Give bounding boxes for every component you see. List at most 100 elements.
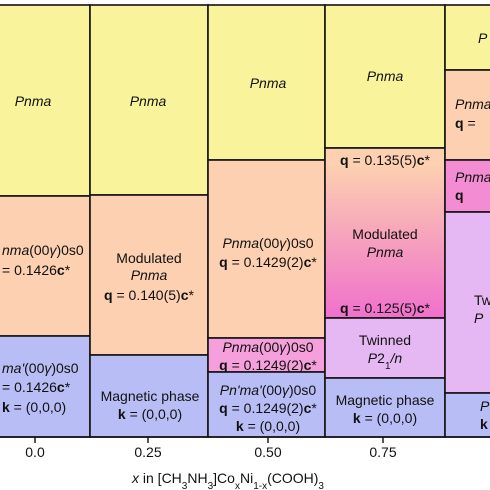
region-label: Pnma	[131, 267, 168, 283]
text-segment: Ni	[240, 470, 253, 486]
region-label: q	[455, 187, 464, 203]
text-segment: Pnma	[222, 235, 259, 251]
text-segment: )0s0	[51, 360, 78, 376]
x-tick-label: 0.0	[25, 444, 45, 460]
text-segment: q	[340, 300, 349, 316]
region-label: q = 0.125(5)c*	[340, 300, 430, 316]
text-segment: q	[219, 357, 228, 373]
text-segment: q	[219, 400, 228, 416]
text-segment: )0s0	[286, 235, 313, 251]
region-label: Pnma	[367, 68, 404, 84]
region-label: Pnma	[455, 169, 490, 185]
text-segment: x	[235, 481, 240, 490]
text-segment: P	[368, 350, 378, 366]
region-label: q = 0.1249(2)c*	[219, 400, 317, 416]
text-segment: *	[65, 262, 71, 278]
text-segment: Twinned	[359, 332, 411, 348]
region-label: q = 0.140(5)c*	[104, 287, 194, 303]
text-segment: k	[118, 406, 126, 422]
region-label: Magnetic phase	[101, 388, 200, 404]
text-segment: Pnma	[367, 68, 404, 84]
text-segment: (COOH)	[267, 470, 318, 486]
text-segment: c	[304, 357, 312, 373]
text-segment: = 0.135(5)	[349, 152, 417, 168]
text-segment: =	[464, 115, 476, 131]
text-segment: ]Co	[213, 470, 235, 486]
text-segment: Pnma	[131, 267, 168, 283]
text-segment: Tw	[474, 292, 490, 308]
text-segment: γ	[279, 339, 287, 355]
text-segment: q	[219, 254, 228, 270]
region-label: k =	[480, 416, 490, 432]
phase-region	[444, 4, 490, 71]
text-segment: = (0,0,0)	[244, 418, 300, 434]
region-label: Twinned	[359, 332, 411, 348]
text-segment: = 0.1426	[2, 262, 57, 278]
text-segment: γ	[282, 382, 290, 398]
text-segment: γ	[279, 235, 287, 251]
text-segment: k	[2, 399, 10, 415]
text-segment: 3	[208, 481, 214, 490]
phase-region	[444, 392, 490, 438]
region-label: Pnma	[455, 96, 490, 112]
text-segment: = 0.125(5)	[349, 300, 417, 316]
x-tick-label: 0.25	[134, 444, 161, 460]
text-segment: in [CH	[139, 470, 182, 486]
region-label: P	[480, 398, 490, 414]
phase-region	[89, 194, 209, 356]
text-segment: q	[455, 187, 464, 203]
text-segment: P	[478, 30, 488, 46]
region-label: q = 0.1429(2)c*	[219, 254, 317, 270]
text-segment: (00	[259, 339, 279, 355]
text-segment: *	[189, 287, 195, 303]
text-segment: Magnetic phase	[101, 388, 200, 404]
region-label: k = (0,0,0)	[353, 410, 417, 426]
region-label: q =	[455, 115, 476, 131]
x-tick-label: 0.50	[254, 444, 281, 460]
text-segment: (00	[262, 382, 282, 398]
region-label: Magnetic phase	[336, 392, 435, 408]
region-label: k = (0,0,0)	[118, 406, 182, 422]
phase-region	[324, 4, 446, 149]
text-segment: 3	[182, 481, 188, 490]
region-label: k = (0,0,0)	[236, 418, 300, 434]
text-segment: q	[455, 115, 464, 131]
text-segment: *	[311, 400, 317, 416]
text-segment: Pnma	[250, 75, 287, 91]
region-label: q = 0.135(5)c*	[340, 152, 430, 168]
text-segment: Modulated	[116, 250, 181, 266]
text-segment: c	[181, 287, 189, 303]
text-segment: *	[311, 254, 317, 270]
phase-region	[324, 147, 446, 319]
text-segment: /n	[390, 350, 403, 366]
text-segment: Pnma	[222, 339, 259, 355]
text-segment: Pnma	[455, 169, 490, 185]
text-segment: 1-x	[253, 481, 267, 490]
phase-region	[0, 335, 91, 438]
text-segment: NH	[187, 470, 207, 486]
text-segment: k	[236, 418, 244, 434]
text-segment: = (0,0,0)	[126, 406, 182, 422]
text-segment: 3	[318, 481, 324, 490]
phase-region	[0, 4, 91, 197]
text-segment: = 0.1426	[2, 379, 57, 395]
phase-region	[444, 159, 490, 213]
text-segment: )0s0	[286, 339, 313, 355]
text-segment: q	[104, 287, 113, 303]
region-label: Pnma	[130, 93, 167, 109]
phase-region	[444, 69, 490, 161]
text-segment: c	[417, 152, 425, 168]
region-label: Modulated	[116, 250, 181, 266]
text-segment: *	[425, 152, 431, 168]
phase-region	[89, 354, 209, 438]
region-label: P21/n	[368, 350, 403, 372]
text-segment: Pnma	[130, 93, 167, 109]
text-segment: γ	[49, 242, 57, 258]
phase-region	[207, 371, 326, 438]
text-segment: x	[131, 470, 140, 486]
text-segment: Modulated	[352, 226, 417, 242]
region-label: = 0.1426c*	[2, 379, 71, 395]
x-tick-label: 0.75	[369, 444, 396, 460]
text-segment: P	[474, 310, 484, 326]
